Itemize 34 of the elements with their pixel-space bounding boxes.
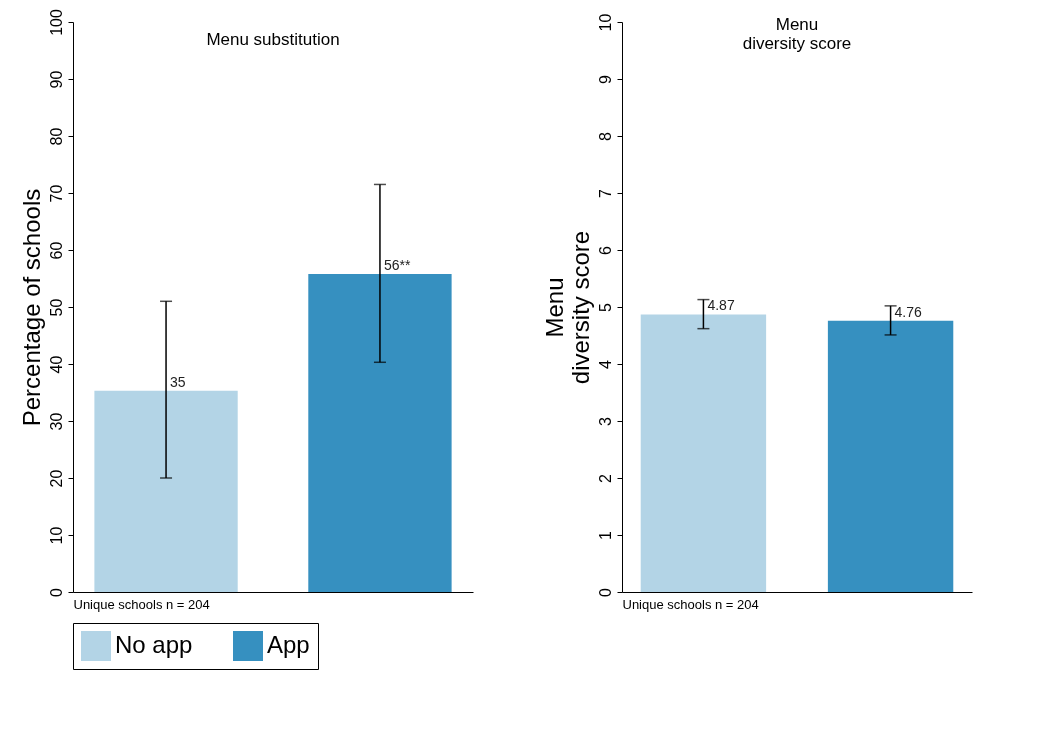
y-tick-label: 6 [596,245,614,255]
text: Unique schools n = 204 [622,596,759,612]
data-label: 56** [383,256,411,273]
y-tick-label: 60 [47,241,65,260]
y-tick-label: 0 [47,587,65,597]
legend-label: App [267,631,310,658]
y-tick-label: 100 [47,9,65,36]
y-tick-label: 70 [47,184,65,203]
y-tick-label: 10 [596,13,614,32]
y-tick-label: 1 [596,530,614,540]
data-label: 4.76 [894,303,923,320]
y-tick-label: 10 [47,526,65,545]
chart-title: Menu diversity score [742,15,852,54]
y-tick-label: 30 [47,412,65,431]
text: Unique schools n = 204 [73,596,210,612]
y-tick-label: 7 [596,188,614,198]
y-tick-label: 90 [47,70,65,89]
y-tick-label: 8 [596,131,614,141]
y-tick-label: 80 [47,127,65,146]
y-tick-label: 40 [47,355,65,374]
y-tick-label: 50 [47,298,65,317]
y-axis-title: Percentage of schools [17,188,45,427]
data-label: 4.87 [707,297,735,314]
y-tick-label: 2 [596,473,614,483]
y-tick-label: 20 [47,469,65,488]
legend-label: No app [115,631,193,658]
y-axis-title: Menu diversity score [540,230,594,385]
y-tick-label: 4 [596,359,614,369]
y-tick-label: 0 [596,587,614,597]
chart-title: Menu substitution [206,29,340,49]
y-tick-label: 5 [596,302,614,312]
data-label: 35 [170,373,186,390]
y-tick-label: 9 [596,74,614,84]
y-tick-label: 3 [596,416,614,426]
